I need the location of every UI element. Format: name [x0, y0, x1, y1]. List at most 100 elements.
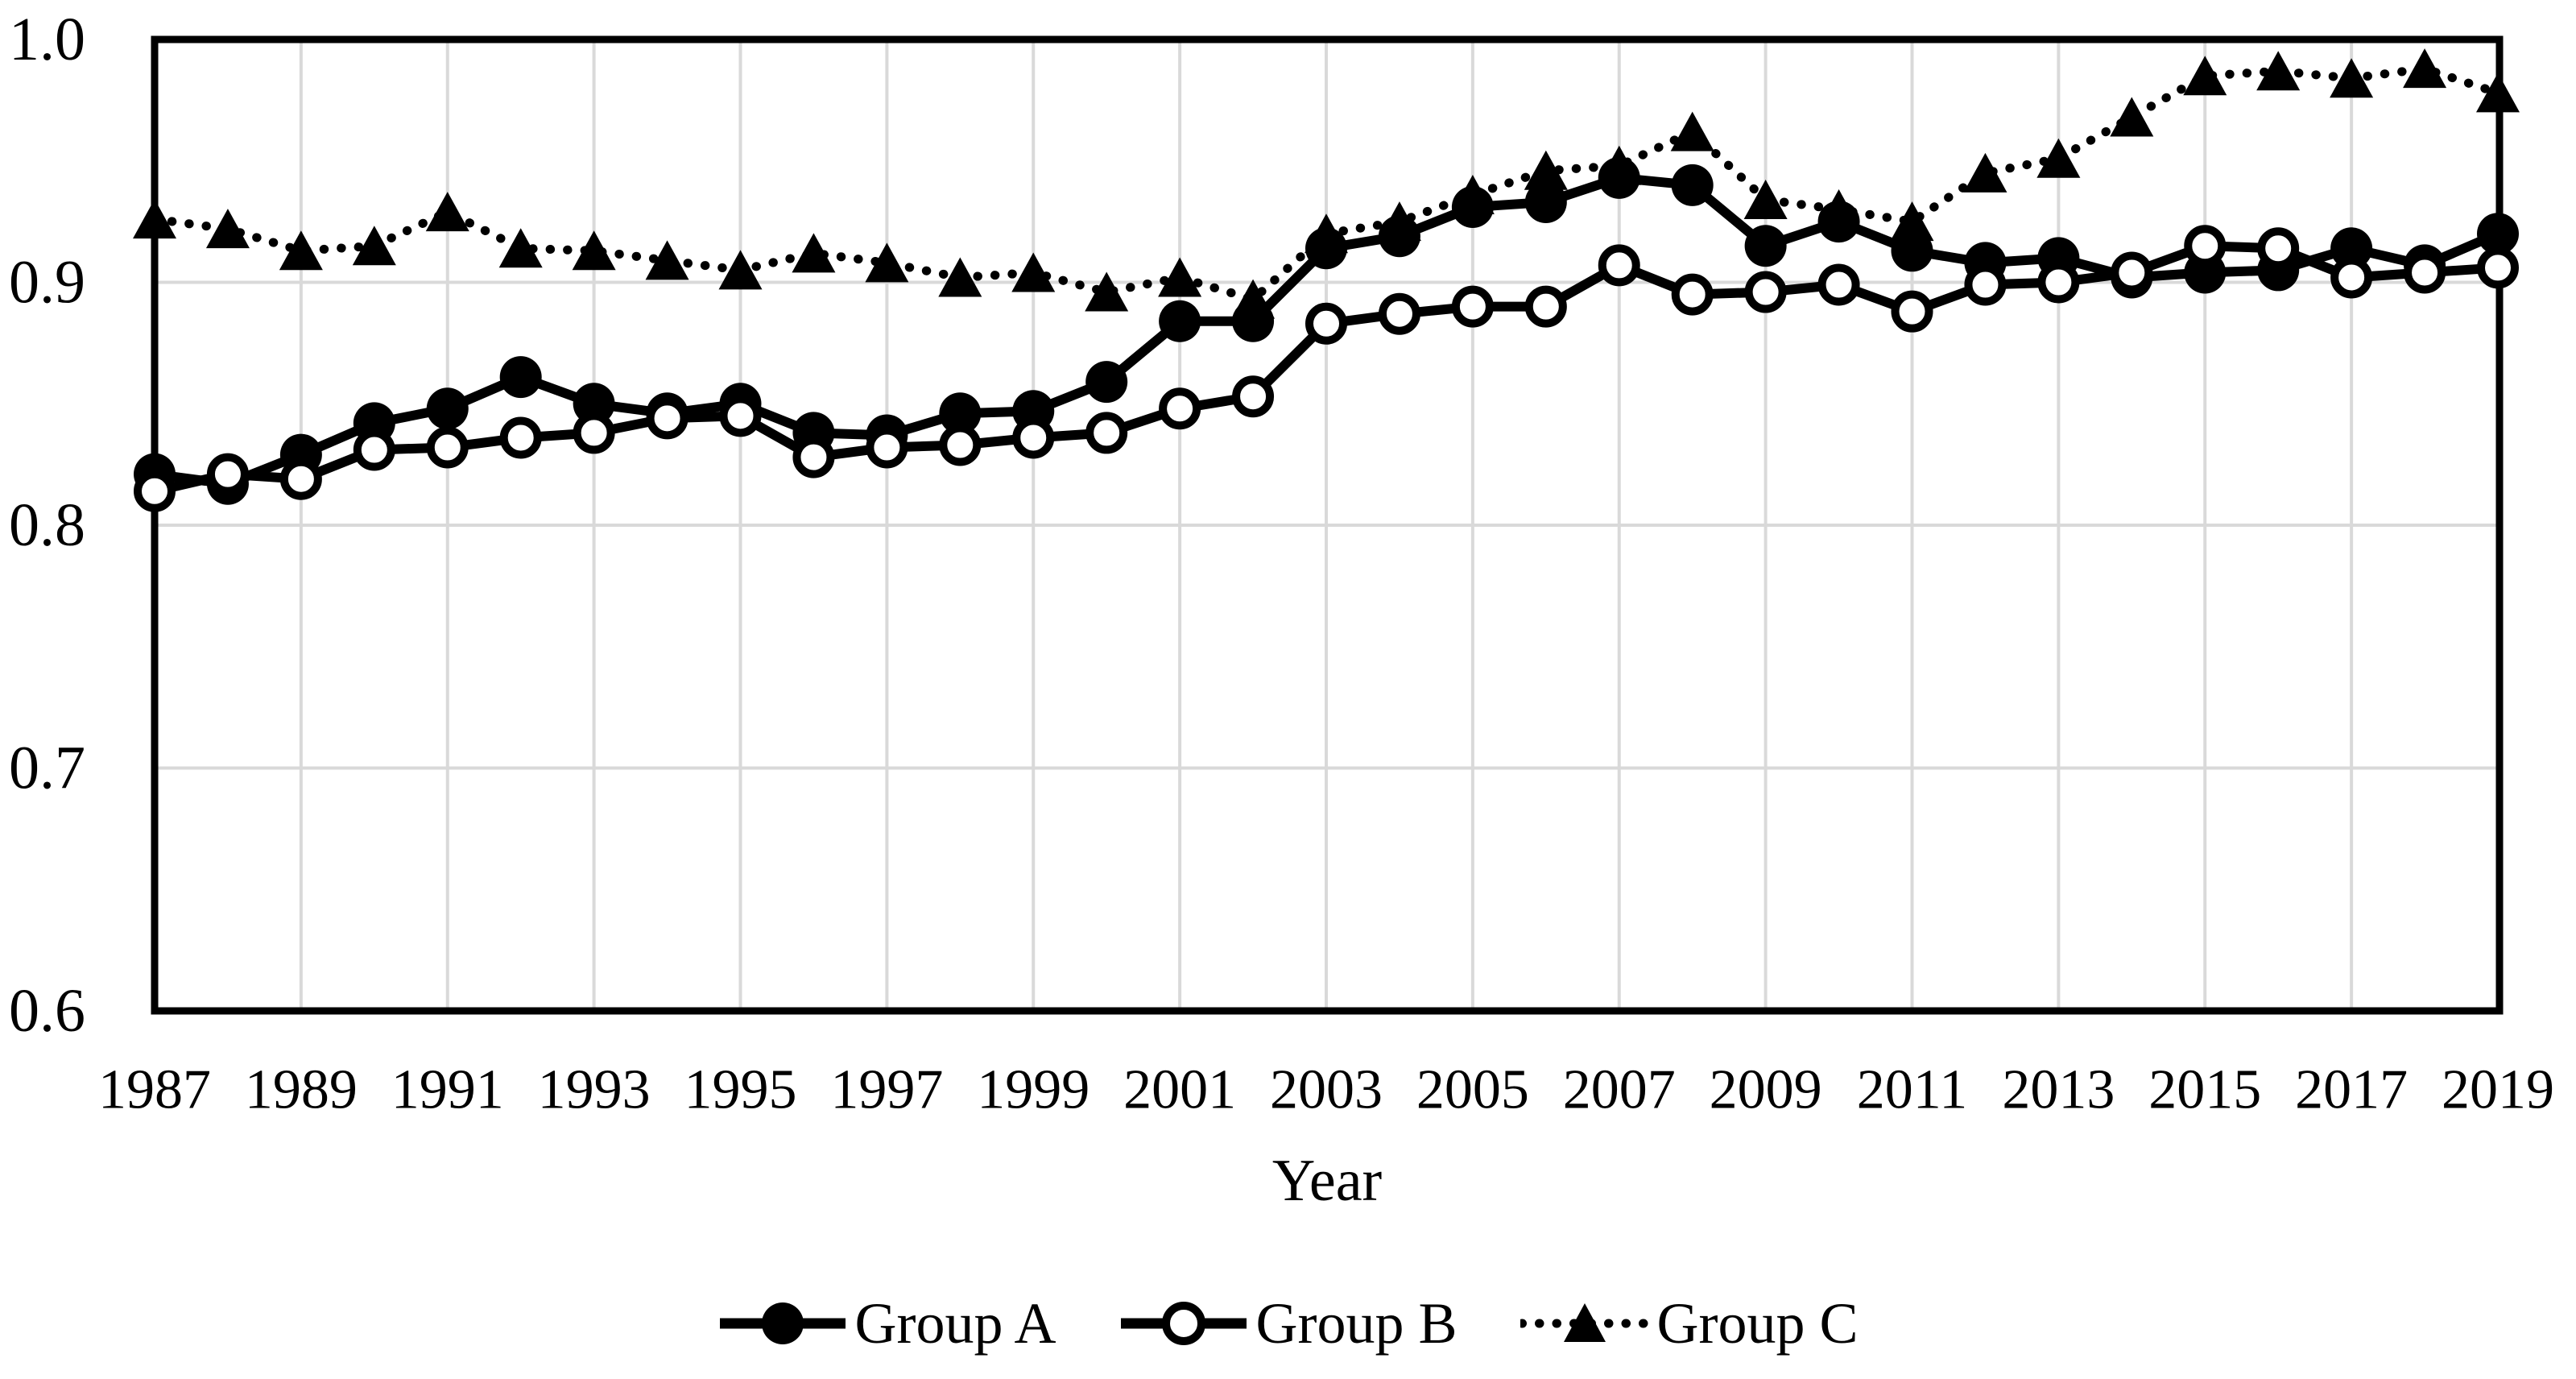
data-point-group-c: [1231, 279, 1276, 319]
x-tick-label: 2011: [1857, 1059, 1967, 1121]
data-point-group-c: [572, 230, 616, 271]
legend-label-group-b: Group B: [1255, 1291, 1458, 1356]
data-point-group-a: [1085, 361, 1128, 404]
y-tick-label: 0.7: [9, 735, 85, 802]
data-point-group-c: [2036, 138, 2081, 178]
data-point-group-a: [1744, 225, 1787, 267]
data-point-group-c: [1450, 174, 1495, 214]
data-point-group-b: [719, 395, 762, 437]
x-tick-label: 1995: [684, 1059, 797, 1121]
x-tick-label: 2005: [1416, 1059, 1529, 1121]
data-point-group-c: [645, 240, 689, 280]
filled-triangle-marker-icon: [1520, 1303, 1649, 1342]
data-point-group-c: [1305, 213, 1348, 254]
data-point-group-a: [939, 392, 982, 435]
x-tick-label: 2013: [2002, 1059, 2115, 1121]
data-point-group-c: [2183, 56, 2227, 96]
x-tick-label: 2015: [2148, 1059, 2261, 1121]
data-point-group-b: [1524, 285, 1567, 328]
data-point-group-b: [206, 453, 249, 495]
data-point-group-a: [573, 383, 615, 425]
data-point-group-c: [133, 199, 176, 239]
data-point-group-b: [2330, 256, 2373, 299]
x-tick-label: 2001: [1123, 1059, 1236, 1121]
x-tick-label: 2017: [2295, 1059, 2408, 1121]
data-point-group-c: [1963, 152, 2007, 193]
data-point-group-b: [2404, 251, 2446, 294]
data-point-group-c: [205, 209, 250, 249]
data-point-group-b: [792, 436, 835, 478]
x-tick-label: 2003: [1270, 1059, 1383, 1121]
data-point-group-b: [939, 424, 982, 466]
x-tick-label: 2007: [1563, 1059, 1676, 1121]
data-point-group-b: [2477, 246, 2519, 289]
data-point-group-b: [499, 416, 542, 459]
y-tick-label: 0.9: [9, 249, 85, 317]
data-point-group-b: [2111, 251, 2153, 294]
legend-item-group-b: Group B: [1119, 1294, 1458, 1352]
data-point-group-b: [866, 426, 908, 469]
x-tick-label: 2019: [2442, 1059, 2554, 1121]
data-point-group-c: [1890, 201, 1934, 242]
legend-label-group-a: Group A: [854, 1291, 1056, 1356]
data-point-group-b: [1378, 292, 1420, 335]
legend-item-group-a: Group A: [718, 1294, 1056, 1352]
data-point-group-a: [499, 356, 542, 399]
data-point-group-c: [2256, 51, 2301, 91]
y-tick-label: 0.8: [9, 491, 85, 559]
data-point-group-c: [2110, 97, 2154, 137]
data-point-group-b: [1891, 290, 1933, 333]
data-point-group-b: [1964, 263, 2007, 306]
data-point-group-c: [1158, 257, 1202, 297]
data-point-group-b: [1085, 412, 1128, 454]
data-point-group-b: [279, 458, 322, 500]
x-tick-label: 1989: [245, 1059, 358, 1121]
data-point-group-b: [134, 470, 176, 512]
data-point-group-c: [792, 233, 836, 273]
data-point-group-c: [1817, 189, 1861, 230]
data-point-group-a: [1159, 300, 1201, 342]
data-point-group-b: [1817, 263, 1860, 306]
data-point-group-c: [2330, 58, 2374, 98]
data-point-group-a: [1524, 181, 1567, 224]
data-point-group-a: [426, 387, 469, 430]
y-tick-label: 0.6: [9, 977, 85, 1045]
x-tick-label: 1993: [538, 1059, 651, 1121]
data-point-group-b: [1305, 302, 1347, 345]
data-point-group-c: [352, 226, 396, 266]
data-point-group-c: [938, 257, 982, 297]
data-point-group-c: [1085, 271, 1129, 312]
x-tick-label: 1997: [830, 1059, 943, 1121]
data-point-group-c: [1011, 252, 1056, 292]
data-point-group-b: [2037, 261, 2080, 304]
data-point-group-a: [2330, 227, 2373, 270]
plot-frame: [151, 35, 2504, 1015]
open-circle-marker-icon: [1120, 1302, 1247, 1345]
data-point-group-b: [353, 429, 395, 471]
data-point-group-c: [425, 192, 469, 232]
data-point-group-a: [2477, 213, 2519, 255]
data-point-group-b: [1012, 416, 1055, 459]
x-tick-label: 1991: [391, 1059, 504, 1121]
data-point-group-b: [2184, 225, 2227, 267]
data-point-group-a: [1671, 164, 1714, 206]
filled-circle-marker-icon: [719, 1302, 846, 1344]
data-point-group-c: [1670, 111, 1714, 151]
data-point-group-b: [1159, 387, 1201, 430]
data-point-group-c: [1524, 150, 1568, 190]
data-point-group-c: [498, 228, 543, 268]
y-tick-label: 1.0: [9, 6, 85, 73]
data-point-group-b: [1598, 244, 1640, 287]
data-point-group-c: [718, 250, 763, 290]
data-point-group-b: [1744, 271, 1787, 313]
legend-item-group-c: Group C: [1520, 1294, 1859, 1352]
data-point-group-b: [1232, 375, 1275, 418]
data-point-group-c: [2476, 72, 2520, 113]
data-point-group-c: [865, 242, 909, 283]
data-point-group-c: [2403, 48, 2447, 89]
x-axis-title: Year: [1271, 1148, 1383, 1214]
chart-legend: Group A Group B Group C: [0, 1279, 2576, 1368]
data-point-group-c: [1597, 145, 1641, 185]
